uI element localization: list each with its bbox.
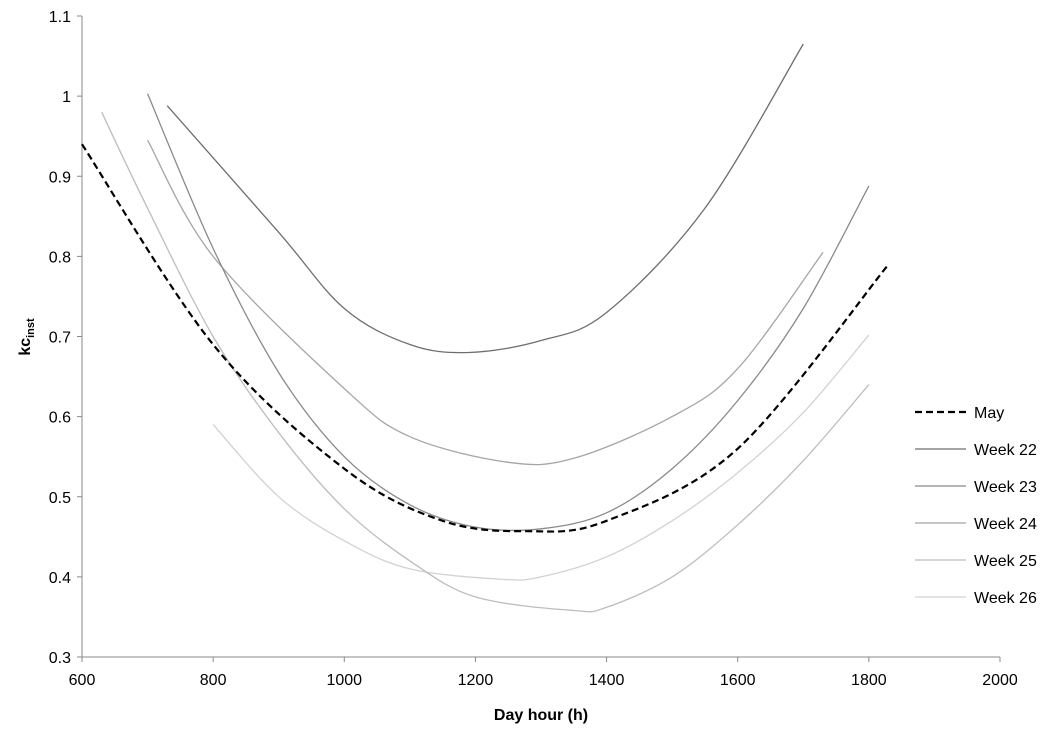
- series-line-week-23: [147, 93, 870, 532]
- y-axis-title: kcinst: [17, 318, 37, 356]
- y-tick-label: 0.5: [49, 490, 71, 507]
- legend-label-week-26: Week 26: [974, 590, 1037, 607]
- legend-label-may: May: [974, 405, 1004, 422]
- x-tick-label: 800: [200, 672, 227, 689]
- y-axis-title-main: kc: [17, 338, 34, 356]
- series-line-week-22: [166, 43, 804, 354]
- series-line-week-25: [101, 111, 870, 613]
- legend-label-week-24: Week 24: [974, 516, 1037, 533]
- y-tick-label: 0.3: [49, 650, 71, 667]
- x-ticks: 600 800 1000 1200 1400 1600 1800 2000: [69, 657, 1018, 689]
- series-line-week-26: [212, 334, 870, 581]
- y-tick-label: 0.9: [49, 169, 71, 186]
- y-axis-title-sub: inst: [25, 318, 37, 338]
- y-tick-label: 0.8: [49, 249, 71, 266]
- y-tick-label: 0.6: [49, 410, 71, 427]
- x-tick-label: 600: [69, 672, 96, 689]
- x-axis-title: Day hour (h): [494, 707, 588, 724]
- legend-label-week-25: Week 25: [974, 553, 1037, 570]
- series-layer: [81, 43, 890, 613]
- legend-label-week-22: Week 22: [974, 442, 1037, 459]
- x-tick-label: 1000: [326, 672, 362, 689]
- y-tick-label: 0.7: [49, 330, 71, 347]
- series-line-week-24: [147, 139, 824, 466]
- y-tick-label: 1: [62, 89, 71, 106]
- x-tick-label: 1400: [589, 672, 625, 689]
- x-tick-label: 2000: [982, 672, 1018, 689]
- x-tick-label: 1200: [458, 672, 494, 689]
- legend: May Week 22 Week 23 Week 24 Week 25 Week 26: [915, 405, 1037, 607]
- x-tick-label: 1600: [720, 672, 756, 689]
- y-tick-label: 0.4: [49, 570, 71, 587]
- x-tick-label: 1800: [851, 672, 887, 689]
- y-tick-label: 1.1: [49, 9, 71, 26]
- y-ticks: 0.3 0.4 0.5 0.6 0.7 0.8 0.9 1 1.1: [49, 9, 82, 667]
- axes: [81, 16, 1000, 658]
- series-line-may: [81, 143, 890, 533]
- legend-label-week-23: Week 23: [974, 479, 1037, 496]
